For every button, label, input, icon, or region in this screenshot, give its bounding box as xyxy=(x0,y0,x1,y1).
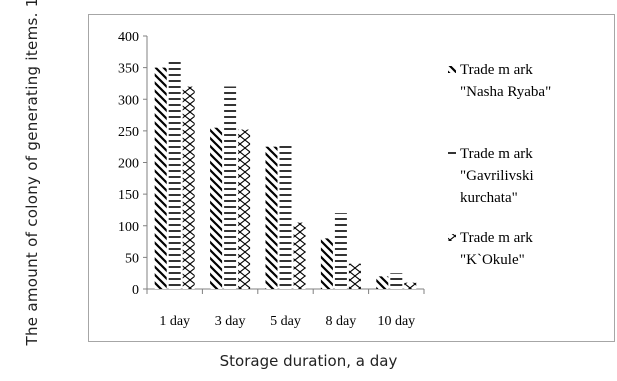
bar xyxy=(168,61,181,289)
legend-entry-text: "K`Okule" xyxy=(460,252,525,268)
legend-entry-text: Trade m ark xyxy=(460,146,533,162)
x-tick-label: 1 day xyxy=(159,314,190,329)
bar xyxy=(404,282,417,289)
y-tick-label: 100 xyxy=(118,220,139,235)
y-tick-label: 350 xyxy=(118,62,139,77)
y-tick-label: 300 xyxy=(118,93,139,108)
bar xyxy=(320,238,333,289)
y-tick-label: 50 xyxy=(125,251,139,266)
legend-entry-text: Trade m ark xyxy=(460,62,533,78)
bar xyxy=(238,129,251,289)
x-tick-label: 8 day xyxy=(326,314,357,329)
legend: Trade m ark "Nasha Ryaba" Trade m ark "Gavr… xyxy=(448,62,551,268)
y-tick-label: 400 xyxy=(118,30,139,45)
legend-swatch xyxy=(448,66,456,73)
legend-swatch xyxy=(448,150,456,157)
x-axis-title: Storage duration, a day xyxy=(219,352,398,370)
bar xyxy=(182,86,195,289)
bar xyxy=(376,276,389,289)
y-tick-label: 250 xyxy=(118,125,139,140)
bar xyxy=(334,213,347,289)
bar xyxy=(293,222,306,289)
bar xyxy=(390,273,403,289)
x-tick-label: 5 day xyxy=(270,314,301,329)
bar xyxy=(210,127,223,290)
legend-entry-text: "Nasha Ryaba" xyxy=(460,84,551,100)
y-tick-label: 0 xyxy=(132,283,139,298)
bar xyxy=(348,263,361,289)
bars xyxy=(154,61,417,290)
x-tick-label: 3 day xyxy=(215,314,246,329)
y-tick-label: 200 xyxy=(118,157,139,172)
y-tick-label: 150 xyxy=(118,188,139,203)
bar xyxy=(265,146,278,289)
bar xyxy=(279,144,292,289)
legend-entry-text: kurchata" xyxy=(460,190,518,206)
legend-entry-text: Trade m ark xyxy=(460,230,533,246)
bar xyxy=(154,67,167,289)
x-tick-label: 10 day xyxy=(377,314,415,329)
bar xyxy=(224,86,237,289)
legend-swatch xyxy=(448,234,456,241)
legend-entry-text: "Gavrilivski xyxy=(460,168,534,184)
ticks: 0 50 100 150 200 250 300 350 400 1 day 3 day 5 day 8… xyxy=(118,30,425,329)
